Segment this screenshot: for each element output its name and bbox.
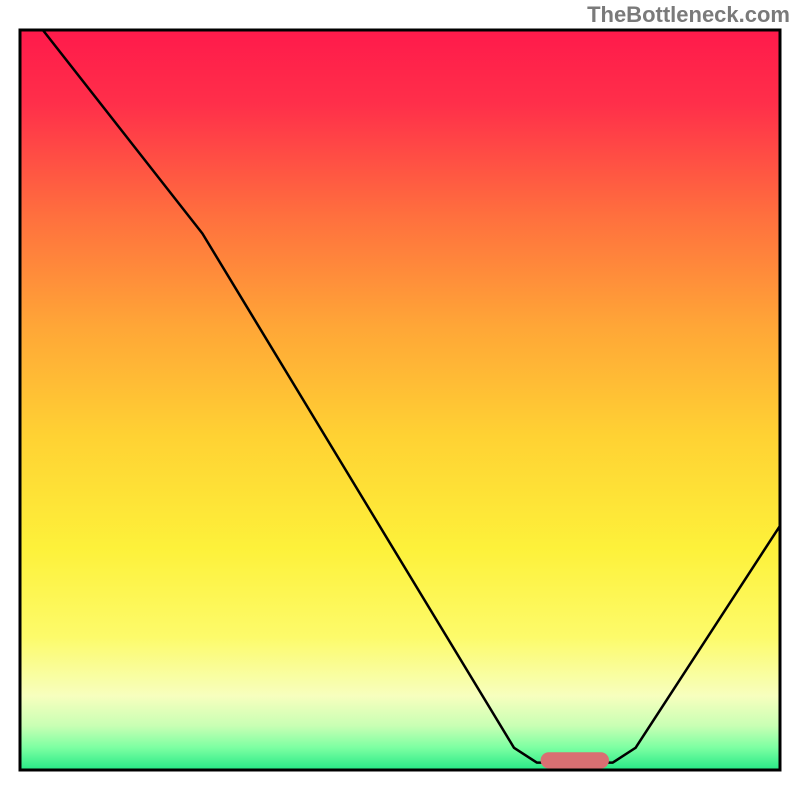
gradient-background	[20, 30, 780, 770]
chart-container: TheBottleneck.com	[0, 0, 800, 800]
optimal-marker	[541, 752, 609, 768]
watermark-text: TheBottleneck.com	[587, 2, 790, 28]
gradient-chart	[0, 0, 800, 800]
